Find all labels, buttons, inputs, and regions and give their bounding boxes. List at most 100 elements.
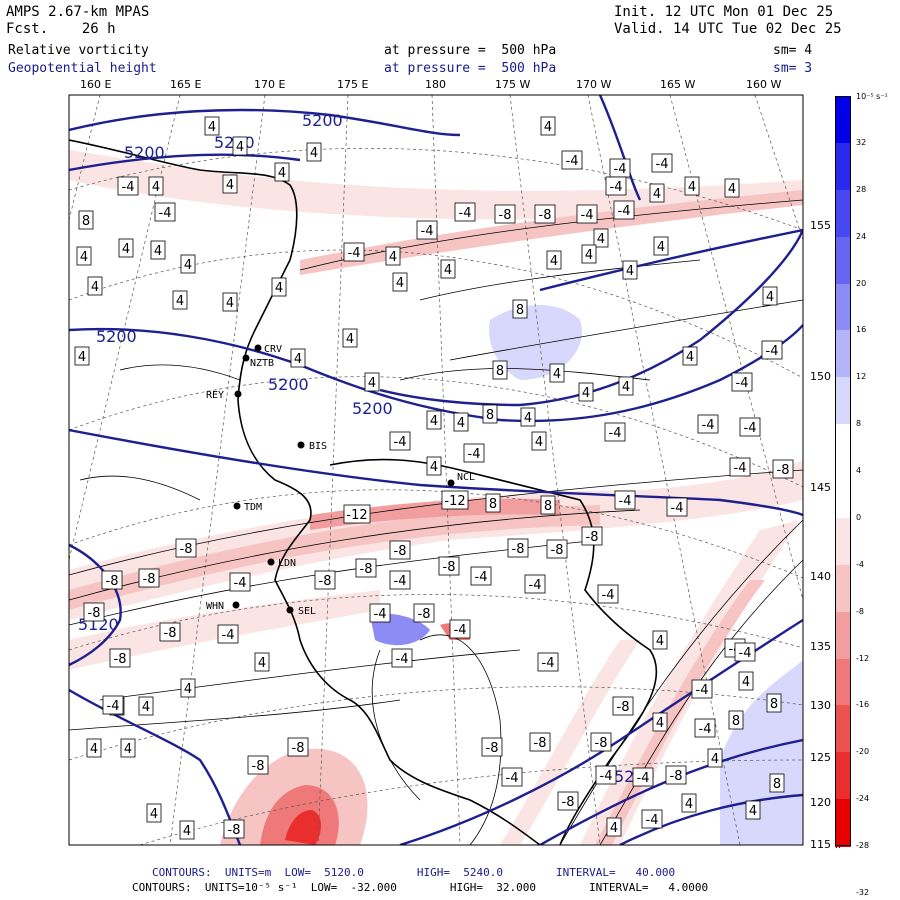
contour-value-text: 8	[732, 714, 740, 729]
contour-value-box: -4	[537, 652, 559, 672]
contour-value-box: 8	[728, 710, 744, 730]
contour-value-box: -8	[159, 622, 181, 642]
contour-value-text: -8	[562, 795, 575, 810]
contour-value-box: 4	[426, 456, 442, 476]
contour-value-text: 4	[657, 240, 665, 255]
contour-value-box: 4	[222, 174, 238, 194]
contour-value-text: -8	[595, 736, 608, 751]
contour-value-text: -8	[394, 544, 407, 559]
station-label: TDM	[244, 502, 262, 513]
contour-value-box: 8	[769, 773, 785, 793]
contour-value-text: 4	[728, 182, 736, 197]
positive-vorticity-patch	[489, 305, 582, 380]
colorbar-tick-label: 0	[856, 512, 862, 522]
contour-value-text: 8	[773, 777, 781, 792]
contour-value-text: -4	[600, 769, 613, 784]
contour-value-text: 4	[122, 242, 130, 257]
contour-value-text: -4	[699, 722, 712, 737]
contour-value-box: -8	[389, 540, 411, 560]
contour-value-text: -4	[637, 771, 650, 786]
contour-value-text: -8	[551, 543, 564, 558]
contour-value-text: -8	[88, 606, 101, 621]
contour-value-box: 4	[271, 277, 287, 297]
colorbar-swatch	[835, 517, 851, 566]
contour-value-box: 4	[306, 142, 322, 162]
contour-value-box: 4	[681, 793, 697, 813]
contour-value-text: -4	[394, 435, 407, 450]
contour-value-box: -4	[343, 242, 365, 262]
contour-value-text: -4	[475, 570, 488, 585]
contour-value-box: 4	[682, 346, 698, 366]
station-dot	[242, 354, 250, 362]
contour-value-box: 4	[120, 738, 136, 758]
lon-label: 170 E	[254, 78, 286, 91]
contour-value-text: -4	[506, 771, 519, 786]
station-dot	[297, 441, 305, 449]
contour-value-text: 4	[389, 250, 397, 265]
contour-value-box: -12	[343, 504, 371, 524]
contour-value-text: -4	[744, 421, 757, 436]
colorbar-swatch	[835, 705, 851, 753]
contour-value-box: 4	[453, 412, 469, 432]
colorbar-tick-label: -8	[856, 606, 864, 616]
contour-value-box: 4	[290, 348, 306, 368]
colorbar-swatch	[835, 142, 851, 191]
contour-value-text: 4	[150, 807, 158, 822]
contour-value-box: -4	[501, 767, 523, 787]
contour-value-text: 4	[711, 752, 719, 767]
contour-value-box: -8	[109, 648, 131, 668]
contour-value-box: -8	[83, 602, 105, 622]
colorbar	[835, 96, 851, 847]
contour-value-text: 4	[457, 416, 465, 431]
contour-value-text: -12	[346, 508, 367, 523]
contour-value-box: 4	[540, 116, 556, 136]
contour-value-text: -4	[734, 461, 747, 476]
contour-value-box: -4	[470, 566, 492, 586]
contour-value-text: 4	[236, 140, 244, 155]
contour-value-box: -4	[449, 619, 471, 639]
contour-value-text: 4	[653, 187, 661, 202]
lon-label: 170 W	[576, 78, 612, 91]
contour-value-text: 4	[183, 824, 191, 839]
station-dot	[234, 390, 242, 398]
contour-value-box: -8	[101, 570, 123, 590]
contour-value-box: -4	[613, 200, 635, 220]
contour-value-text: -4	[581, 208, 594, 223]
contour-value-text: 4	[585, 248, 593, 263]
colorbar-swatch	[835, 611, 851, 659]
contour-value-box: 4	[74, 346, 90, 366]
lon-label: 175 W	[495, 78, 531, 91]
contour-value-box: 4	[392, 272, 408, 292]
contour-value-text: -8	[360, 562, 373, 577]
height-label: 5200	[352, 399, 393, 418]
contour-value-text: -4	[736, 376, 749, 391]
contour-value-box: 4	[180, 678, 196, 698]
colorbar-tick-label: 32	[856, 137, 867, 147]
contour-value-text: -4	[610, 180, 623, 195]
lon-label: 160 E	[80, 78, 112, 91]
contour-value-box: -8	[413, 603, 435, 623]
height-label: 5200	[268, 375, 309, 394]
init-time: Init. 12 UTC Mon 01 Dec 25	[614, 4, 834, 20]
contour-value-box: 4	[606, 817, 622, 837]
contour-value-text: 4	[226, 178, 234, 193]
footer-height-contours: CONTOURS: UNITS=m LOW= 5120.0 HIGH= 5240…	[152, 866, 676, 879]
lon-label: 180	[425, 78, 446, 91]
contour-value-box: -8	[481, 737, 503, 757]
coastline	[329, 458, 658, 845]
contour-value-text: 8	[82, 214, 90, 229]
contour-value-text: 4	[80, 250, 88, 265]
contour-value-box: 4	[148, 176, 164, 196]
contour-value-text: -4	[739, 646, 752, 661]
contour-value-text: 8	[489, 497, 497, 512]
contour-value-box: -4	[697, 414, 719, 434]
contour-value-box: 4	[581, 244, 597, 264]
contour-value-text: -4	[609, 426, 622, 441]
contour-value-box: -4	[154, 202, 176, 222]
contour-value-text: -8	[777, 463, 790, 478]
contour-value-text: 8	[496, 364, 504, 379]
colorbar-tick-label: -20	[856, 747, 870, 757]
contour-value-text: 8	[544, 499, 552, 514]
contour-value-box: 4	[204, 116, 220, 136]
contour-value-text: -8	[617, 700, 630, 715]
